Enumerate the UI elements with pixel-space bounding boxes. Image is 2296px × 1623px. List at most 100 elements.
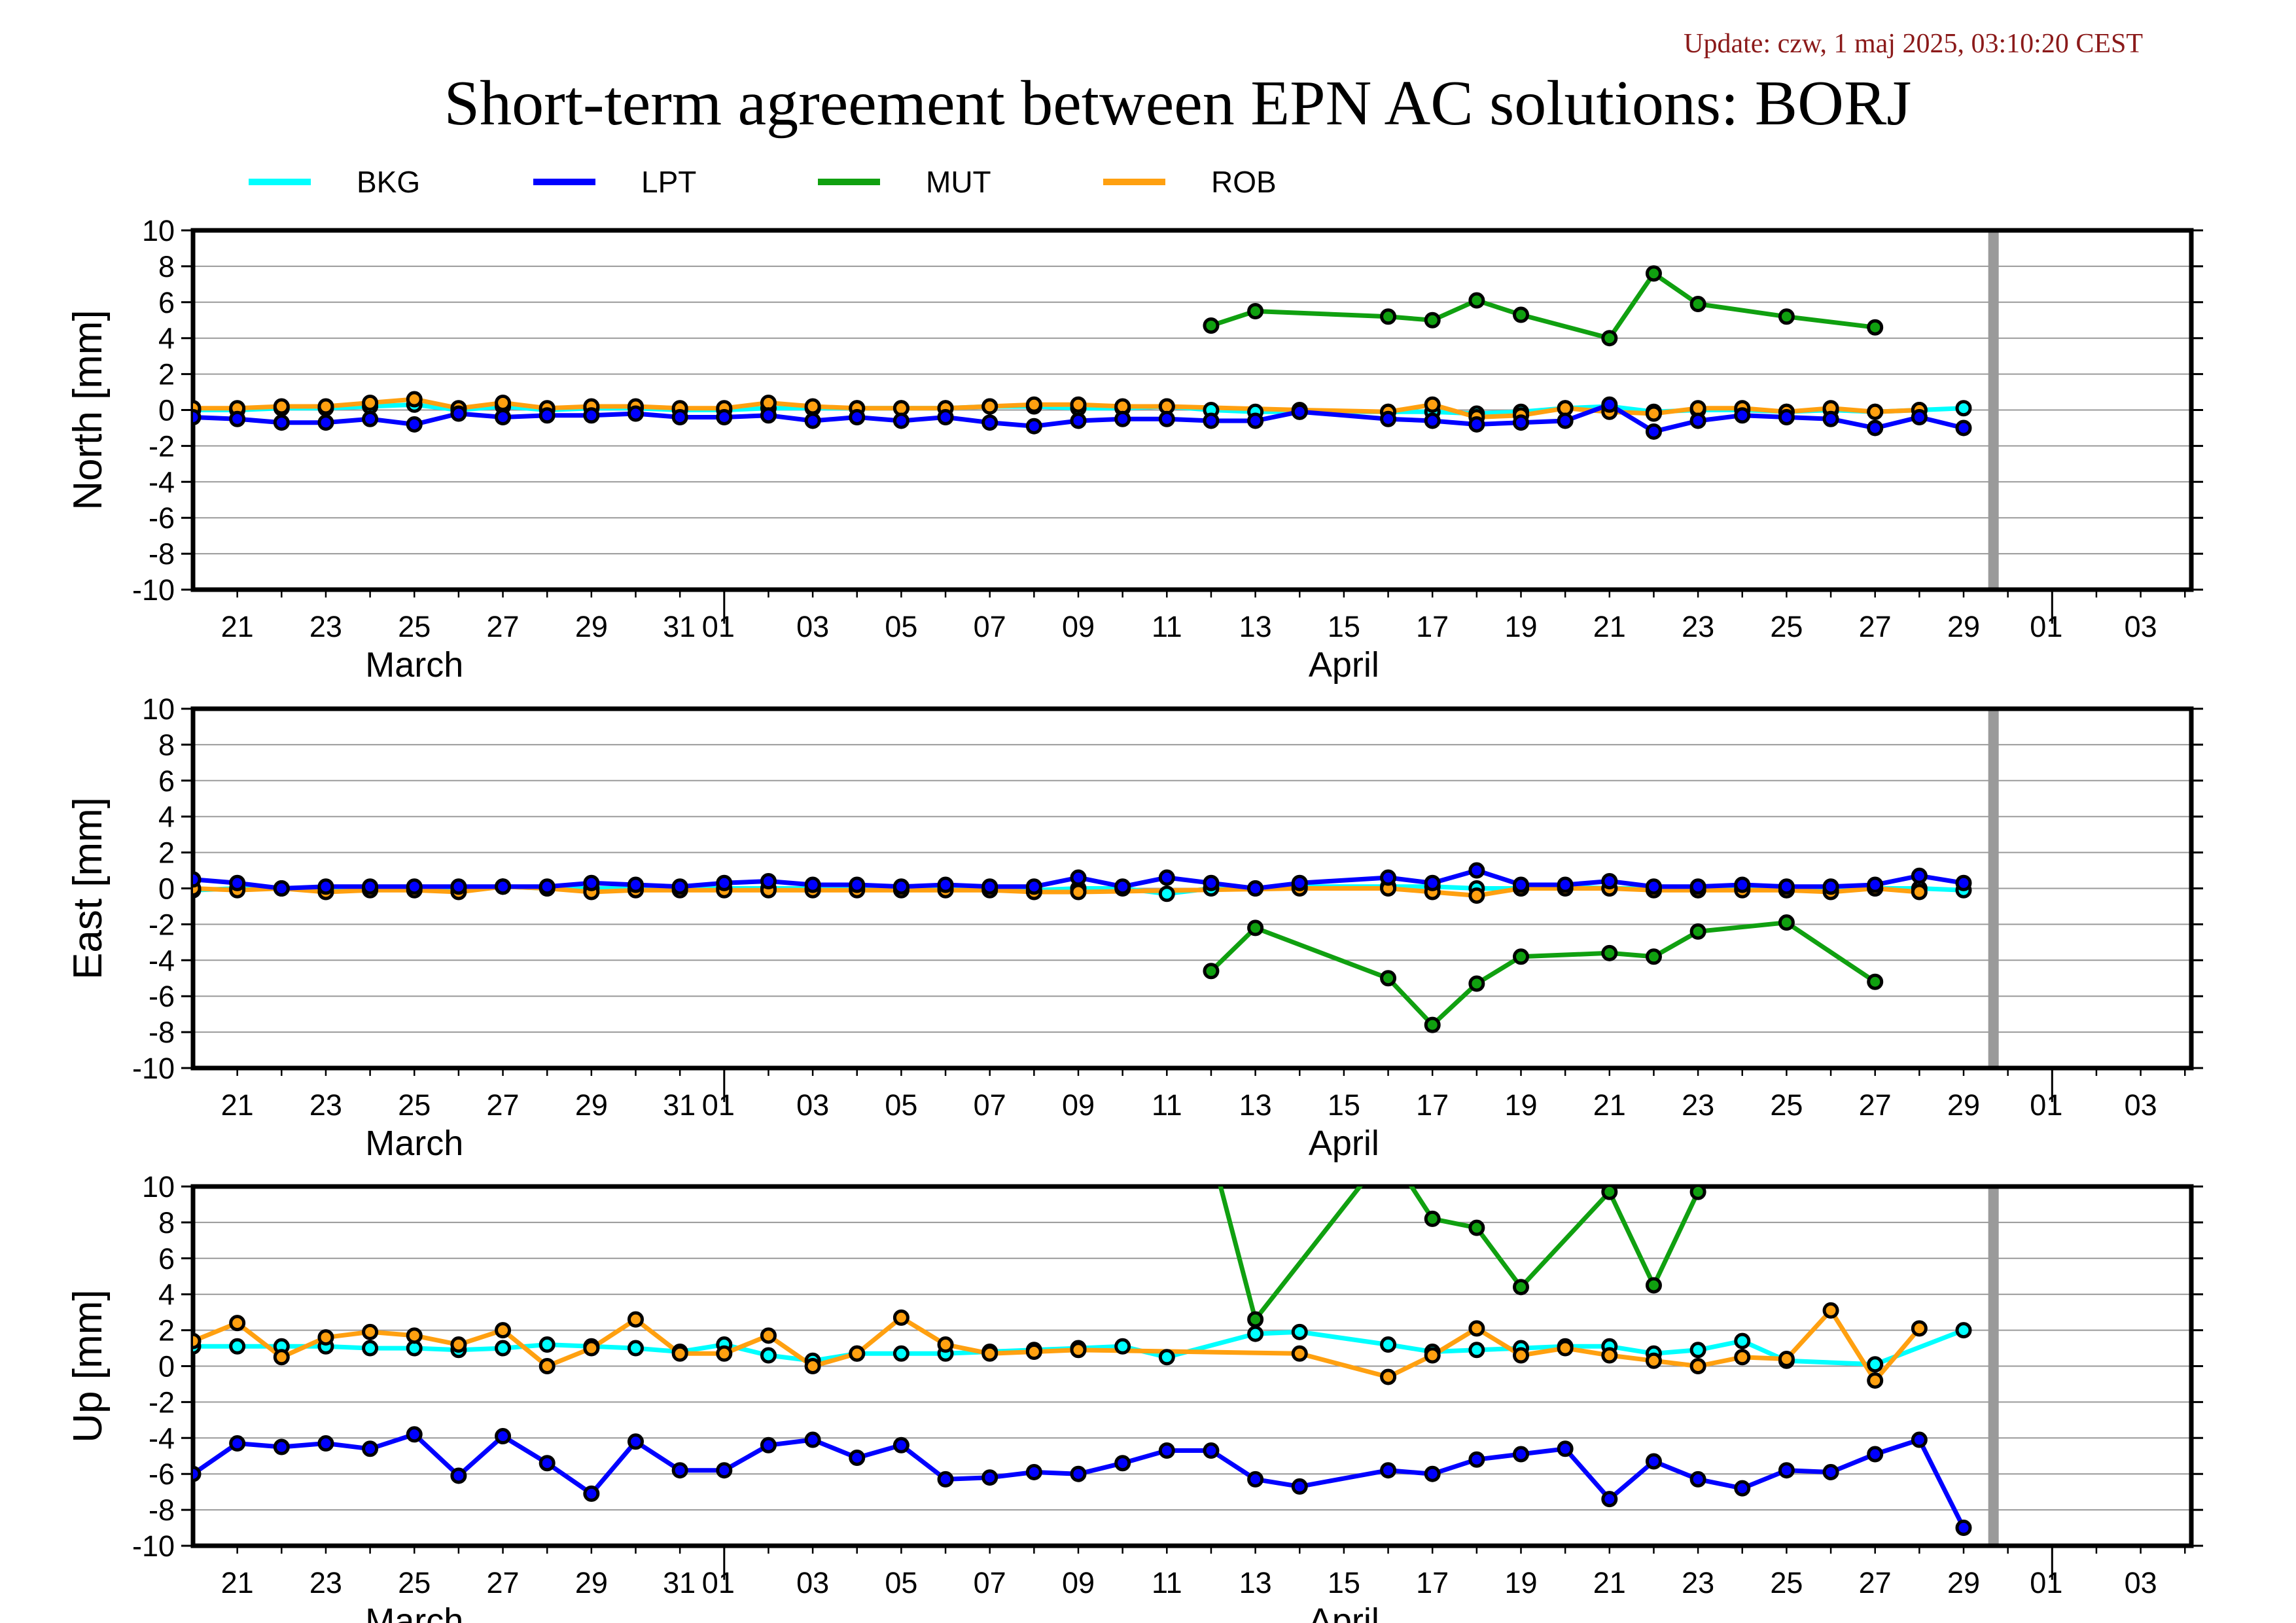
y-axis-label: Up [mm] xyxy=(65,1289,111,1442)
data-point-lpt xyxy=(1424,874,1441,891)
x-tick-label: 25 xyxy=(1770,610,1803,643)
x-tick-label: 23 xyxy=(1682,610,1714,643)
x-tick-label: 21 xyxy=(1593,1566,1626,1599)
data-point-lpt xyxy=(1778,408,1795,425)
data-point-lpt xyxy=(1114,878,1131,895)
data-point-lpt xyxy=(1158,1442,1175,1459)
x-tick-label: 25 xyxy=(1770,1088,1803,1122)
x-tick-label: 31 xyxy=(663,1088,696,1122)
data-point-lpt xyxy=(1247,880,1264,897)
x-tick-label: 03 xyxy=(2125,1088,2157,1122)
series-group xyxy=(193,862,1972,1033)
data-point-lpt xyxy=(193,408,202,425)
x-tick-label: 11 xyxy=(1152,1088,1182,1122)
x-tick-label: 01 xyxy=(2030,1566,2062,1599)
data-point-lpt xyxy=(1822,878,1839,895)
data-point-lpt xyxy=(937,408,954,425)
y-tick-label: 4 xyxy=(158,1278,175,1311)
data-point-lpt xyxy=(1158,410,1175,427)
data-point-lpt xyxy=(627,405,644,422)
y-tick-label: 8 xyxy=(158,1206,175,1240)
month-label: April xyxy=(1309,1601,1379,1623)
month-label: April xyxy=(1309,645,1379,685)
data-point-lpt xyxy=(229,874,246,891)
data-point-mut xyxy=(1203,963,1220,980)
data-point-lpt xyxy=(1955,874,1972,891)
data-point-bkg xyxy=(892,1345,910,1362)
data-point-lpt xyxy=(450,405,467,422)
x-tick-label: 29 xyxy=(1947,1088,1980,1122)
y-tick-label: -6 xyxy=(149,1457,175,1491)
series-line-lpt xyxy=(193,1432,1966,1529)
data-point-bkg xyxy=(539,1336,556,1353)
series-group xyxy=(193,265,1972,440)
chart-title: Short-term agreement between EPN AC solu… xyxy=(444,68,1912,139)
data-point-lpt xyxy=(760,1436,777,1454)
y-tick-label: 10 xyxy=(142,692,175,726)
data-point-rob xyxy=(981,1345,998,1362)
x-tick-label: 29 xyxy=(575,610,608,643)
data-point-lpt xyxy=(937,876,954,893)
data-point-lpt xyxy=(1070,1465,1087,1482)
data-point-rob xyxy=(317,398,334,415)
data-point-rob xyxy=(1689,1358,1706,1374)
y-tick-label: 2 xyxy=(158,836,175,870)
data-point-rob xyxy=(273,1349,290,1366)
data-point-rob xyxy=(937,1336,954,1353)
data-point-bkg xyxy=(1114,1338,1131,1355)
data-point-lpt xyxy=(1513,414,1529,431)
x-tick-label: 31 xyxy=(663,1566,696,1599)
data-point-bkg xyxy=(1468,1342,1485,1359)
x-tick-label: 19 xyxy=(1504,1566,1537,1599)
data-point-lpt xyxy=(1291,1478,1308,1495)
data-point-lpt xyxy=(1911,408,1928,425)
data-point-mut xyxy=(1380,970,1397,987)
x-tick-label: 25 xyxy=(398,1566,431,1599)
data-point-rob xyxy=(1778,1351,1795,1368)
data-point-lpt xyxy=(317,1435,334,1452)
y-tick-label: 10 xyxy=(142,214,175,247)
x-tick-label: 23 xyxy=(309,1566,342,1599)
data-point-rob xyxy=(716,1345,733,1362)
data-point-mut xyxy=(1601,330,1618,347)
legend-label-bkg: BKG xyxy=(357,165,420,199)
data-point-mut xyxy=(1601,944,1618,961)
y-tick-label: -4 xyxy=(149,944,175,977)
data-point-lpt xyxy=(1689,412,1706,429)
x-tick-label: 13 xyxy=(1239,1566,1272,1599)
y-tick-label: -10 xyxy=(132,1052,175,1085)
data-point-lpt xyxy=(1867,419,1884,437)
data-point-lpt xyxy=(1822,1463,1839,1480)
data-point-rob xyxy=(273,398,290,415)
data-point-mut xyxy=(1424,312,1441,329)
data-point-mut xyxy=(1601,1186,1618,1200)
data-point-lpt xyxy=(1689,878,1706,895)
data-point-rob xyxy=(362,1323,379,1340)
data-point-rob xyxy=(362,395,379,412)
y-tick-label: 10 xyxy=(142,1170,175,1204)
update-timestamp: Update: czw, 1 maj 2025, 03:10:20 CEST xyxy=(1684,29,2143,59)
data-point-lpt xyxy=(539,878,556,895)
y-tick-label: 6 xyxy=(158,1242,175,1275)
data-point-bkg xyxy=(1955,1322,1972,1339)
data-point-lpt xyxy=(1247,1471,1264,1488)
data-point-rob xyxy=(1424,1347,1441,1364)
data-point-bkg xyxy=(1247,1325,1264,1342)
data-point-mut xyxy=(1380,308,1397,325)
data-point-lpt xyxy=(539,1455,556,1472)
y-tick-label: 4 xyxy=(158,800,175,834)
data-point-lpt xyxy=(1734,407,1751,424)
data-point-rob xyxy=(1424,396,1441,413)
data-point-lpt xyxy=(804,1431,821,1448)
data-point-bkg xyxy=(627,1340,644,1357)
data-point-bkg xyxy=(362,1340,379,1357)
data-point-rob xyxy=(804,1358,821,1374)
x-tick-label: 01 xyxy=(702,1566,735,1599)
data-point-lpt xyxy=(1513,876,1529,893)
data-point-mut xyxy=(1424,1016,1441,1033)
data-point-rob xyxy=(1291,1345,1308,1362)
y-tick-label: -8 xyxy=(149,1016,175,1049)
x-tick-label: 07 xyxy=(974,610,1006,643)
